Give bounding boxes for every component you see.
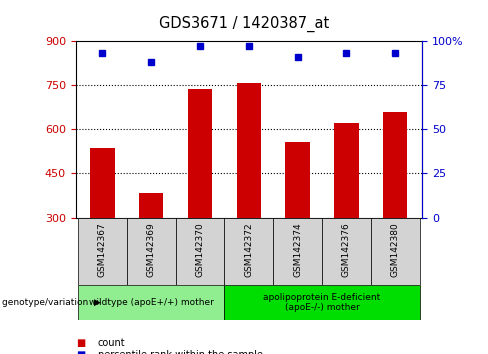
- Bar: [78, 218, 127, 285]
- Text: GSM142376: GSM142376: [342, 223, 351, 278]
- Bar: [127, 218, 176, 285]
- Bar: [383, 112, 407, 218]
- Text: GSM142372: GSM142372: [244, 223, 253, 277]
- Text: GSM142374: GSM142374: [293, 223, 302, 277]
- Bar: [78, 285, 224, 320]
- Bar: [90, 148, 115, 218]
- Bar: [237, 84, 261, 218]
- Text: count: count: [98, 338, 125, 348]
- Bar: [188, 89, 212, 218]
- Bar: [176, 218, 224, 285]
- Text: ■: ■: [76, 350, 85, 354]
- Bar: [273, 218, 322, 285]
- Text: GSM142369: GSM142369: [147, 223, 156, 278]
- Text: GSM142370: GSM142370: [196, 223, 204, 278]
- Text: apolipoprotein E-deficient
(apoE-/-) mother: apolipoprotein E-deficient (apoE-/-) mot…: [264, 293, 381, 312]
- Text: wildtype (apoE+/+) mother: wildtype (apoE+/+) mother: [89, 298, 214, 307]
- Text: GSM142380: GSM142380: [391, 223, 400, 278]
- Text: GSM142367: GSM142367: [98, 223, 107, 278]
- Bar: [224, 285, 420, 320]
- Bar: [285, 143, 310, 218]
- Bar: [371, 218, 420, 285]
- Bar: [139, 193, 163, 218]
- Text: GDS3671 / 1420387_at: GDS3671 / 1420387_at: [159, 16, 329, 32]
- Text: ■: ■: [76, 338, 85, 348]
- Bar: [334, 123, 359, 218]
- Bar: [224, 218, 273, 285]
- Text: percentile rank within the sample: percentile rank within the sample: [98, 350, 263, 354]
- Text: genotype/variation  ▶: genotype/variation ▶: [2, 298, 102, 307]
- Bar: [322, 218, 371, 285]
